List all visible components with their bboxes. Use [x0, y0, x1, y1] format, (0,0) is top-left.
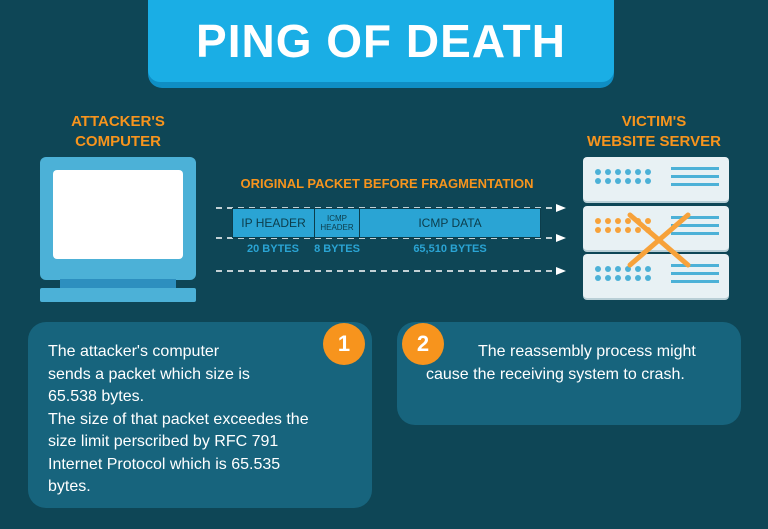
victim-label: VICTIM'S WEBSITE SERVER [572, 112, 736, 152]
packet-caption: ORIGINAL PACKET BEFORE FRAGMENTATION [240, 176, 534, 191]
step-2-text: The reassembly process might cause the r… [426, 343, 696, 383]
step-2-box [397, 322, 741, 425]
icmp-header-line1: ICMP [327, 214, 347, 223]
computer-screen [53, 170, 183, 259]
computer-base [40, 288, 196, 302]
bytes-icmp-header: 8 BYTES [314, 243, 360, 255]
victim-label-line1: VICTIM'S [621, 113, 687, 130]
step-1-line: 65.538 bytes. [48, 388, 145, 405]
computer-stand [60, 279, 176, 289]
packet-segment-icmp-header: ICMP HEADER [315, 209, 360, 237]
attacker-label-line1: ATTACKER'S [71, 113, 165, 130]
attacker-label-line2: COMPUTER [75, 133, 161, 150]
packet-segment-icmp-data: ICMP DATA [360, 209, 540, 237]
arrow-middle [216, 234, 566, 242]
server-unit-1 [583, 157, 729, 201]
step-1-text: The attacker's computer sends a packet w… [48, 341, 368, 499]
step-1-line: The size of that packet exceedes the [48, 410, 309, 428]
step-1-badge: 1 [323, 323, 365, 365]
title-banner: PING OF DEATH [148, 0, 614, 82]
step-1-line: Internet Protocol which is 65.535 [48, 455, 281, 473]
server-vents [671, 264, 719, 288]
bytes-ip-header: 20 BYTES [247, 243, 299, 255]
step-1-line: sends a packet which size is [48, 365, 250, 383]
step-1-line: The attacker's computer [48, 343, 220, 360]
bytes-icmp-data: 65,510 BYTES [413, 243, 487, 255]
attacker-label: ATTACKER'S COMPUTER [48, 112, 188, 152]
step-1-box [28, 322, 372, 508]
server-unit-3 [583, 254, 729, 298]
arrow-bottom [216, 267, 566, 275]
step-2-badge: 2 [402, 323, 444, 365]
packet-segment-ip-header: IP HEADER [233, 209, 315, 237]
step-1-line: size limit perscribed by RFC 791 [48, 433, 279, 450]
server-lights [595, 169, 651, 184]
cross-icon [627, 212, 691, 268]
page-title: PING OF DEATH [196, 15, 566, 67]
packet-diagram: IP HEADER ICMP HEADER ICMP DATA [232, 208, 541, 238]
server-lights [595, 266, 651, 281]
step-1-line: bytes. [48, 478, 91, 495]
icmp-header-line2: HEADER [320, 223, 354, 232]
server-vents [671, 216, 719, 240]
server-vents [671, 167, 719, 191]
victim-label-line2: WEBSITE SERVER [587, 133, 721, 150]
